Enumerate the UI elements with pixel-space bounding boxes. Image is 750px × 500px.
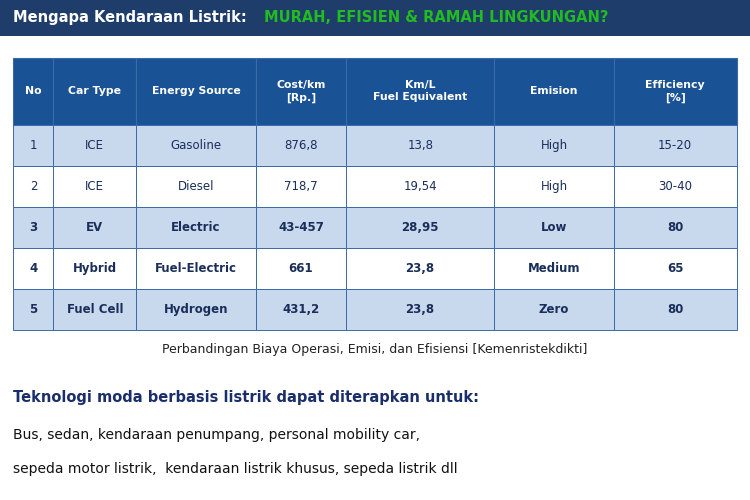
FancyBboxPatch shape	[614, 166, 736, 207]
FancyBboxPatch shape	[53, 289, 136, 330]
Text: 19,54: 19,54	[404, 180, 437, 193]
Text: MURAH, EFISIEN & RAMAH LINGKUNGAN?: MURAH, EFISIEN & RAMAH LINGKUNGAN?	[264, 10, 608, 26]
Text: 28,95: 28,95	[401, 221, 439, 234]
FancyBboxPatch shape	[346, 166, 494, 207]
FancyBboxPatch shape	[256, 58, 346, 125]
FancyBboxPatch shape	[136, 207, 256, 248]
FancyBboxPatch shape	[53, 125, 136, 166]
Text: Car Type: Car Type	[68, 86, 122, 96]
Text: 80: 80	[667, 303, 683, 316]
Text: High: High	[541, 139, 568, 152]
Text: 23,8: 23,8	[406, 303, 435, 316]
Text: 661: 661	[289, 262, 314, 275]
Text: Hybrid: Hybrid	[73, 262, 117, 275]
FancyBboxPatch shape	[494, 289, 614, 330]
Text: Km/L
Fuel Equivalent: Km/L Fuel Equivalent	[373, 80, 467, 102]
Text: 30-40: 30-40	[658, 180, 692, 193]
FancyBboxPatch shape	[136, 58, 256, 125]
Text: 1: 1	[30, 139, 38, 152]
Text: Medium: Medium	[528, 262, 580, 275]
Text: Emision: Emision	[530, 86, 578, 96]
Text: 3: 3	[29, 221, 38, 234]
Text: Electric: Electric	[171, 221, 220, 234]
FancyBboxPatch shape	[494, 166, 614, 207]
Text: 5: 5	[29, 303, 38, 316]
Text: Teknologi moda berbasis listrik dapat diterapkan untuk:: Teknologi moda berbasis listrik dapat di…	[13, 390, 479, 405]
Text: Fuel Cell: Fuel Cell	[67, 303, 123, 316]
FancyBboxPatch shape	[494, 125, 614, 166]
FancyBboxPatch shape	[256, 248, 346, 289]
Text: No: No	[25, 86, 42, 96]
Text: Low: Low	[541, 221, 567, 234]
Text: High: High	[541, 180, 568, 193]
FancyBboxPatch shape	[494, 58, 614, 125]
FancyBboxPatch shape	[256, 207, 346, 248]
Text: sepeda motor listrik,  kendaraan listrik khusus, sepeda listrik dll: sepeda motor listrik, kendaraan listrik …	[13, 462, 458, 475]
FancyBboxPatch shape	[256, 289, 346, 330]
Text: Hydrogen: Hydrogen	[164, 303, 228, 316]
Text: Energy Source: Energy Source	[152, 86, 241, 96]
Text: 15-20: 15-20	[658, 139, 692, 152]
FancyBboxPatch shape	[346, 58, 494, 125]
Text: 718,7: 718,7	[284, 180, 318, 193]
FancyBboxPatch shape	[136, 125, 256, 166]
FancyBboxPatch shape	[13, 207, 53, 248]
Text: Zero: Zero	[538, 303, 569, 316]
FancyBboxPatch shape	[614, 207, 736, 248]
FancyBboxPatch shape	[53, 248, 136, 289]
FancyBboxPatch shape	[256, 166, 346, 207]
Text: Cost/km
[Rp.]: Cost/km [Rp.]	[276, 80, 326, 102]
FancyBboxPatch shape	[136, 289, 256, 330]
FancyBboxPatch shape	[53, 166, 136, 207]
Text: 65: 65	[667, 262, 683, 275]
FancyBboxPatch shape	[13, 58, 53, 125]
Text: Gasoline: Gasoline	[170, 139, 221, 152]
FancyBboxPatch shape	[53, 207, 136, 248]
FancyBboxPatch shape	[614, 248, 736, 289]
Text: EV: EV	[86, 221, 104, 234]
FancyBboxPatch shape	[13, 248, 53, 289]
FancyBboxPatch shape	[346, 289, 494, 330]
Text: 13,8: 13,8	[407, 139, 434, 152]
FancyBboxPatch shape	[13, 166, 53, 207]
Text: 43-457: 43-457	[278, 221, 324, 234]
FancyBboxPatch shape	[136, 248, 256, 289]
FancyBboxPatch shape	[494, 248, 614, 289]
FancyBboxPatch shape	[346, 207, 494, 248]
FancyBboxPatch shape	[53, 58, 136, 125]
Text: 23,8: 23,8	[406, 262, 435, 275]
FancyBboxPatch shape	[346, 248, 494, 289]
Text: Mengapa Kendaraan Listrik:: Mengapa Kendaraan Listrik:	[13, 10, 252, 26]
Text: Efficiency
[%]: Efficiency [%]	[645, 80, 705, 102]
FancyBboxPatch shape	[13, 125, 53, 166]
Text: Fuel-Electric: Fuel-Electric	[155, 262, 237, 275]
FancyBboxPatch shape	[13, 289, 53, 330]
FancyBboxPatch shape	[494, 207, 614, 248]
FancyBboxPatch shape	[614, 58, 736, 125]
Text: ICE: ICE	[86, 139, 104, 152]
Text: 876,8: 876,8	[284, 139, 318, 152]
Text: Perbandingan Biaya Operasi, Emisi, dan Efisiensi [Kemenristekdikti]: Perbandingan Biaya Operasi, Emisi, dan E…	[162, 342, 588, 355]
FancyBboxPatch shape	[614, 125, 736, 166]
Text: Diesel: Diesel	[178, 180, 214, 193]
Text: 431,2: 431,2	[282, 303, 320, 316]
Text: 4: 4	[29, 262, 38, 275]
Text: 2: 2	[30, 180, 38, 193]
Text: Bus, sedan, kendaraan penumpang, personal mobility car,: Bus, sedan, kendaraan penumpang, persona…	[13, 428, 421, 442]
FancyBboxPatch shape	[136, 166, 256, 207]
Text: 80: 80	[667, 221, 683, 234]
FancyBboxPatch shape	[614, 289, 736, 330]
FancyBboxPatch shape	[256, 125, 346, 166]
Text: ICE: ICE	[86, 180, 104, 193]
FancyBboxPatch shape	[346, 125, 494, 166]
FancyBboxPatch shape	[0, 0, 750, 36]
